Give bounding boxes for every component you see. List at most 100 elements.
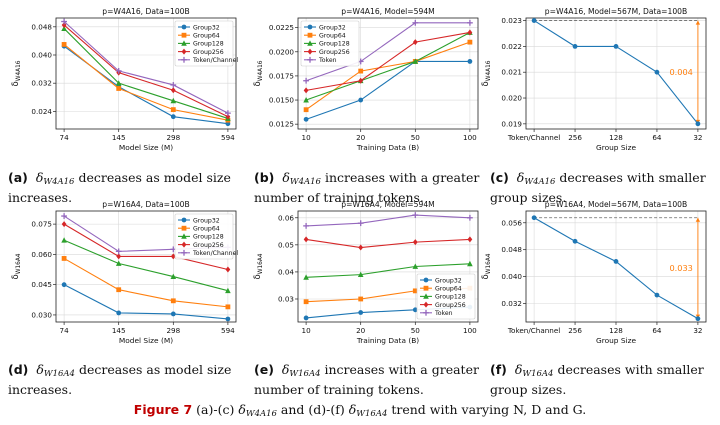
y-tick-label: 0.045 <box>31 280 52 289</box>
subcaption-c: (c) δW4A16 decreases with smaller group s… <box>490 170 706 206</box>
data-point <box>116 310 122 316</box>
subcaption-delta: δ <box>281 362 290 377</box>
legend-marker <box>423 301 429 308</box>
data-point <box>225 304 231 310</box>
x-tick-label: 128 <box>609 326 623 335</box>
y-axis-label: δW4A16 <box>11 60 22 86</box>
data-point <box>170 298 176 304</box>
chart-b: 10 20 50 100 0.0125 0.0150 0.0175 0.0200 0.0225 p… <box>253 7 479 152</box>
subcaption-d: (d) δW16A4 decreases as model size increa… <box>8 362 231 398</box>
annotation-arrowhead-top <box>695 20 701 25</box>
data-point <box>412 239 418 246</box>
legend-entry: Group32 <box>193 24 220 31</box>
chart-title: p=W4A16, Model=567M, Data=100B <box>545 7 687 16</box>
subcaption-delta: δ <box>514 362 523 377</box>
data-point <box>695 316 701 322</box>
legend-marker <box>181 241 187 248</box>
y-tick-label: 0.03 <box>278 294 294 303</box>
data-point <box>467 236 473 243</box>
legend-marker <box>307 40 313 46</box>
subcaption-text-line1: increases with a greater <box>320 170 480 185</box>
subcaption-text-line2: number of training tokens. <box>254 190 424 205</box>
legend-marker <box>307 32 313 38</box>
data-point <box>412 263 419 269</box>
x-tick-label: 32 <box>693 133 702 142</box>
data-point <box>412 58 419 64</box>
chart-title: p=W16A4, Model=567M, Data=100B <box>545 200 687 209</box>
y-tick-label: 0.040 <box>501 272 522 281</box>
subcaption-subscript: W4A16 <box>524 177 556 187</box>
subcaption-letter: (d) <box>8 362 29 377</box>
subcaption-letter: (e) <box>254 362 274 377</box>
data-point <box>358 310 364 315</box>
data-point <box>225 287 231 294</box>
chart-title: p=W4A16, Data=100B <box>102 7 189 16</box>
legend-marker <box>181 48 187 55</box>
data-point <box>303 107 309 113</box>
data-point <box>531 215 537 221</box>
series-line-Group128 <box>63 239 229 292</box>
subcaption-gap <box>509 170 517 185</box>
y-tick-label: 0.0125 <box>269 120 294 129</box>
data-point <box>467 39 473 45</box>
series-line-Token <box>306 214 470 227</box>
y-tick-label: 0.0200 <box>269 47 295 56</box>
subcaption-text-line2: group sizes. <box>490 382 567 397</box>
data-point <box>116 253 122 260</box>
x-axis-label: Model Size (M) <box>119 143 173 152</box>
x-axis-label: Training Data (B) <box>356 143 419 152</box>
subcaption-letter: (a) <box>8 170 28 185</box>
x-tick-label: 32 <box>693 326 702 335</box>
x-tick-label: 10 <box>302 326 312 335</box>
data-point <box>358 68 364 74</box>
plot-frame <box>297 17 479 130</box>
x-tick-label: 594 <box>221 133 235 142</box>
series-line-Group32 <box>305 60 470 120</box>
data-point <box>412 39 418 46</box>
data-point <box>358 244 364 251</box>
y-tick-label: 0.040 <box>31 51 52 60</box>
legend-box <box>416 273 476 320</box>
subcaption-letter: (c) <box>490 170 509 185</box>
chart-title: p=W4A16, Model=594M <box>341 7 434 16</box>
legend-entry: Group256 <box>193 242 224 249</box>
legend-marker <box>307 48 313 55</box>
y-tick-label: 0.06 <box>278 213 294 222</box>
subcaption-subscript: W16A4 <box>43 369 75 379</box>
data-point <box>115 248 122 255</box>
legend-marker <box>307 56 313 63</box>
data-point <box>115 260 122 266</box>
plot-frame <box>55 17 237 130</box>
series-line-Group256 <box>306 238 470 249</box>
figure-caption-text-c: trend with varying N, D and G. <box>387 402 587 417</box>
subcaption-delta: δ <box>282 170 290 185</box>
chart-e: 10 20 50 100 0.03 0.04 0.05 0.06 p=W16A4, Model=… <box>253 200 479 345</box>
figure-caption-text-a: (a)-(c) <box>192 402 239 417</box>
subcaption-subscript: W4A16 <box>289 177 321 187</box>
subcaption-delta: δ <box>516 170 525 185</box>
legend-box <box>174 20 234 67</box>
x-tick-label: 10 <box>302 133 312 142</box>
data-point <box>61 22 67 29</box>
legend: Group32 Group64Group128Group256Token/Chan… <box>174 213 238 260</box>
data-point <box>303 87 309 94</box>
data-point <box>412 19 419 26</box>
legend-entry: Group32 <box>193 217 220 224</box>
y-tick-label: 0.0175 <box>269 71 294 80</box>
data-point <box>170 82 177 88</box>
subcaption-a: (a) δW4A16 decreases as model size increa… <box>8 170 231 206</box>
series-line-Group256 <box>63 223 229 271</box>
data-point <box>358 77 364 84</box>
data-point <box>225 266 231 273</box>
subcaption-gap <box>28 170 36 185</box>
legend-marker <box>181 233 187 239</box>
data-point <box>467 19 473 26</box>
data-point <box>303 97 309 103</box>
data-point <box>467 59 473 64</box>
subcaption-f: (f) δW16A4 decreases with smaller group s… <box>490 362 704 398</box>
data-point <box>357 271 364 278</box>
subcaption-text-line1: decreases with smaller <box>553 362 704 377</box>
x-tick-label: Token/Channel <box>507 326 560 335</box>
y-tick-label: 0.024 <box>31 107 52 116</box>
